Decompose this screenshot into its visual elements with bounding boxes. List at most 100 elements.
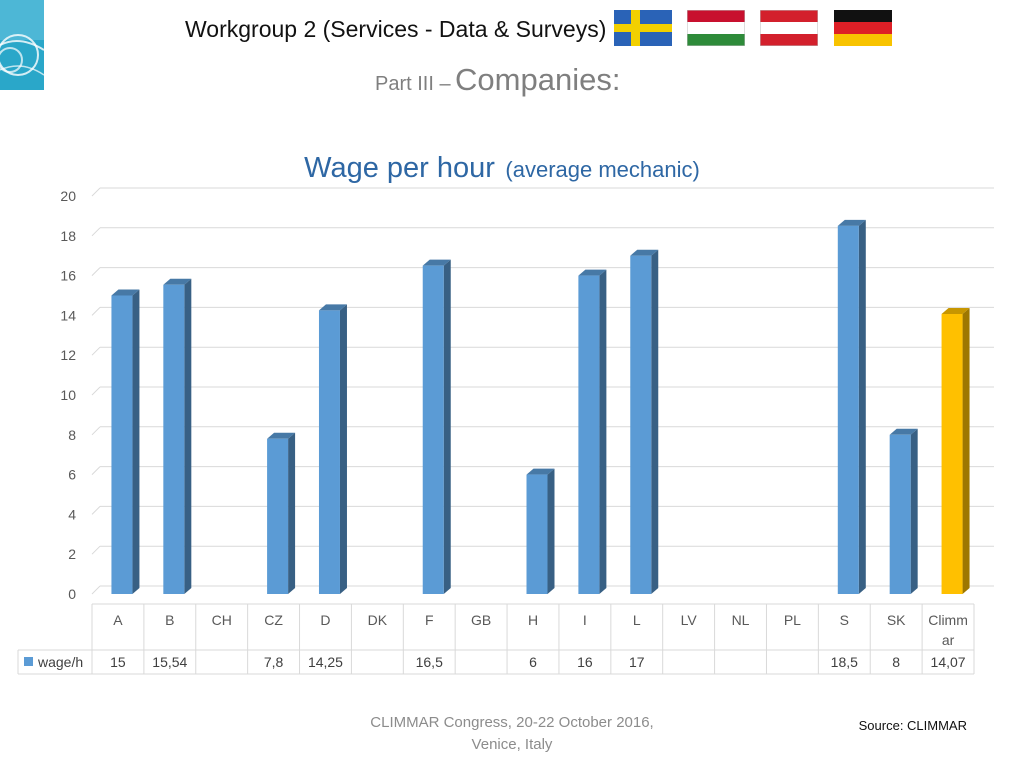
- event-line-1: CLIMMAR Congress, 20-22 October 2016,: [370, 714, 654, 731]
- chart-title-suffix: (average mechanic): [505, 157, 699, 182]
- bar-side: [132, 289, 140, 594]
- bar-front: [318, 310, 340, 594]
- gridline: [91, 386, 101, 396]
- category-label: GB: [471, 612, 491, 628]
- chart-title: Wage per hour (average mechanic): [304, 152, 700, 184]
- gridline: [91, 426, 101, 436]
- category-label: H: [528, 612, 538, 628]
- y-tick-label: 2: [68, 546, 76, 562]
- bar-front: [837, 225, 859, 594]
- gridline: [91, 227, 101, 237]
- bar-front: [163, 284, 185, 594]
- source-note: Source: CLIMMAR: [858, 718, 967, 733]
- data-value-label: 17: [629, 654, 645, 670]
- category-label: Climm ar: [928, 612, 968, 648]
- bar-top: [163, 278, 192, 285]
- bar-side: [599, 269, 607, 594]
- bar: [267, 432, 296, 594]
- y-tick-label: 20: [60, 188, 76, 204]
- category-label: I: [583, 612, 587, 628]
- bar: [422, 259, 451, 594]
- bar-front: [578, 275, 600, 594]
- y-tick-label: 14: [60, 307, 76, 323]
- bar-top: [111, 289, 140, 296]
- bar: [941, 308, 970, 594]
- category-label: PL: [784, 612, 801, 628]
- bar-front: [526, 474, 548, 594]
- gridline: [91, 267, 101, 276]
- data-value-label: 16,5: [416, 654, 443, 670]
- category-label: DK: [368, 612, 388, 628]
- bar: [630, 249, 659, 594]
- bar: [318, 304, 347, 594]
- subtitle-part: Part III –: [375, 73, 451, 95]
- gridline: [91, 187, 101, 197]
- gridline: [91, 346, 101, 356]
- bar-side: [858, 219, 866, 594]
- bar-side: [910, 428, 918, 594]
- subtitle-topic: Companies:: [455, 62, 621, 97]
- bar: [163, 278, 192, 594]
- bar-front: [630, 255, 652, 594]
- y-tick-label: 10: [60, 387, 76, 403]
- data-value-label: 7,8: [264, 654, 284, 670]
- bar-top: [837, 219, 866, 226]
- bar: [111, 289, 140, 594]
- bar: [837, 219, 866, 594]
- bar-top: [526, 468, 555, 475]
- event-line-2: Venice, Italy: [471, 736, 553, 753]
- category-label: CH: [212, 612, 232, 628]
- category-label: S: [840, 612, 849, 628]
- y-tick-label: 4: [68, 506, 76, 522]
- y-tick-label: 18: [60, 228, 76, 244]
- data-value-label: 15,54: [152, 654, 187, 670]
- category-label: LV: [681, 612, 698, 628]
- y-tick-label: 12: [60, 347, 76, 363]
- bar-side: [443, 259, 451, 594]
- data-value-label: 14,25: [308, 654, 343, 670]
- bar-side: [184, 278, 192, 594]
- category-label: A: [113, 612, 123, 628]
- category-label: F: [425, 612, 434, 628]
- gridline: [91, 545, 101, 555]
- germany-flag: [834, 10, 892, 46]
- bar-top: [630, 249, 659, 256]
- y-tick-label: 0: [68, 586, 76, 602]
- y-tick-label: 16: [60, 268, 76, 284]
- bar: [526, 468, 555, 594]
- wage-chart: Wage per hour (average mechanic) 0 2 4 6 8 10…: [17, 152, 994, 675]
- bar: [889, 428, 918, 594]
- bar-side: [651, 249, 659, 594]
- gridline: [91, 307, 101, 316]
- bar-top: [941, 308, 970, 315]
- bar-front: [422, 265, 444, 594]
- gridline: [91, 466, 101, 475]
- austria-flag: [760, 10, 818, 46]
- data-value-label: 6: [529, 654, 537, 670]
- bar-front: [111, 295, 133, 594]
- bar-top: [578, 269, 607, 276]
- category-label: SK: [887, 612, 906, 628]
- bar: [578, 269, 607, 594]
- data-value-label: 15: [110, 654, 126, 670]
- y-tick-label: 6: [68, 467, 76, 483]
- bar-side: [547, 468, 555, 594]
- category-label: B: [165, 612, 174, 628]
- data-value-label: 14,07: [931, 654, 966, 670]
- bar-top: [422, 259, 451, 266]
- chart-title-main: Wage per hour: [304, 152, 495, 184]
- data-value-label: 16: [577, 654, 593, 670]
- data-value-label: 8: [892, 654, 900, 670]
- section-subtitle: Part III – Companies:: [375, 62, 620, 98]
- category-label: CZ: [264, 612, 283, 628]
- legend-series-name: wage/h: [37, 654, 83, 670]
- bar-top: [318, 304, 347, 311]
- event-footer: CLIMMAR Congress, 20-22 October 2016, Ve…: [352, 712, 672, 756]
- category-label: L: [633, 612, 641, 628]
- gridline: [91, 585, 101, 595]
- legend-swatch: [24, 657, 33, 666]
- data-value-label: 18,5: [831, 654, 858, 670]
- category-label: D: [320, 612, 330, 628]
- category-label: NL: [732, 612, 750, 628]
- bar-side: [288, 432, 296, 594]
